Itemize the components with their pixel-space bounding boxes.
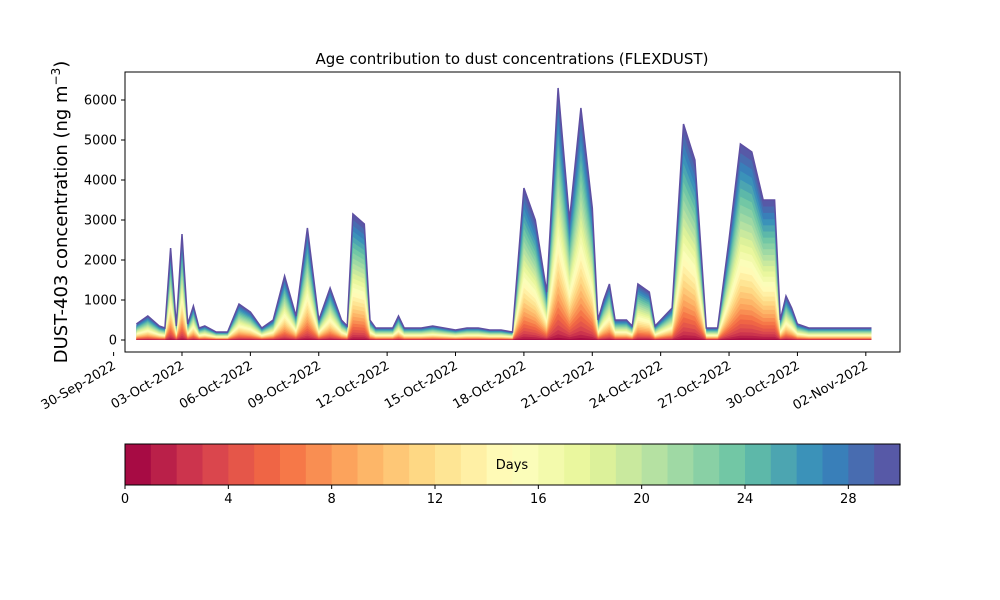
x-tick-label: 15-Oct-2022	[382, 358, 460, 412]
colorbar-bin	[693, 444, 720, 485]
colorbar-frame	[124, 443, 901, 486]
colorbar-bin	[564, 444, 591, 485]
colorbar-bin	[719, 444, 746, 485]
colorbar-bin	[280, 444, 307, 485]
colorbar-bin	[357, 444, 384, 485]
x-tick-label: 30-Sep-2022	[39, 358, 119, 413]
colorbar-bin	[460, 444, 488, 485]
x-tick-label: 30-Oct-2022	[724, 358, 802, 412]
colorbar-bin	[615, 444, 643, 485]
colorbar-bin	[641, 444, 669, 485]
colorbar-bin	[745, 444, 772, 485]
y-tick-label: 5000	[84, 134, 117, 149]
y-axis-label: DUST-403 concentration (ng m−3)	[49, 61, 72, 364]
colorbar-label: Days	[496, 458, 529, 473]
colorbar-bin	[512, 444, 539, 485]
colorbar-tick-label: 20	[633, 492, 650, 507]
colorbar-tick-label: 28	[840, 492, 857, 507]
colorbar-bin	[538, 444, 565, 485]
x-tick-label: 27-Oct-2022	[656, 358, 734, 412]
colorbar-bin	[125, 444, 152, 485]
x-axis: 30-Sep-202203-Oct-202206-Oct-202209-Oct-…	[39, 352, 871, 413]
colorbar-tick-label: 12	[427, 492, 444, 507]
total-concentration-line	[135, 87, 872, 333]
colorbar-bin	[796, 444, 824, 485]
plot-frame	[124, 71, 901, 353]
stacked-age-areas	[135, 87, 872, 340]
y-tick-label: 3000	[84, 214, 117, 229]
x-tick-label: 18-Oct-2022	[451, 358, 529, 412]
y-tick-label: 1000	[84, 294, 117, 309]
colorbar-bin	[228, 444, 255, 485]
x-tick-label: 21-Oct-2022	[519, 358, 597, 412]
colorbar-bin	[874, 444, 901, 485]
y-tick-label: 2000	[84, 254, 117, 269]
y-tick-label: 6000	[84, 94, 117, 109]
y-tick-label: 0	[109, 334, 117, 349]
y-axis: 0 1000 2000 3000 4000 5000 6000	[84, 94, 125, 349]
colorbar-tick-label: 0	[121, 492, 129, 507]
colorbar-bin	[305, 444, 333, 485]
x-tick-label: 03-Oct-2022	[109, 358, 187, 412]
colorbar-tick-label: 8	[328, 492, 336, 507]
colorbar-bin	[331, 444, 359, 485]
x-tick-label: 24-Oct-2022	[587, 358, 665, 412]
age-band-1	[136, 337, 872, 340]
colorbar-bin	[486, 444, 514, 485]
colorbar-bin	[202, 444, 229, 485]
colorbar-tick-label: 16	[530, 492, 547, 507]
colorbar-bin	[254, 444, 281, 485]
colorbar-bin	[848, 444, 875, 485]
colorbar-bin	[435, 444, 462, 485]
colorbar-bin	[383, 444, 410, 485]
colorbar-bin	[150, 444, 178, 485]
x-tick-label: 12-Oct-2022	[314, 358, 392, 412]
colorbar-bin	[409, 444, 436, 485]
colorbar-bin	[176, 444, 204, 485]
colorbar-tick-label: 4	[224, 492, 232, 507]
colorbar: 0 4 8 12 16 20 24 28	[121, 443, 901, 507]
colorbar-bin	[822, 444, 849, 485]
x-tick-label: 06-Oct-2022	[177, 358, 255, 412]
x-tick-label: 02-Nov-2022	[791, 358, 871, 413]
colorbar-tick-label: 24	[737, 492, 754, 507]
colorbar-bin	[770, 444, 798, 485]
colorbar-bin	[590, 444, 617, 485]
chart-title: Age contribution to dust concentrations …	[316, 50, 709, 68]
x-tick-label: 09-Oct-2022	[245, 358, 323, 412]
colorbar-bin	[667, 444, 694, 485]
y-tick-label: 4000	[84, 174, 117, 189]
